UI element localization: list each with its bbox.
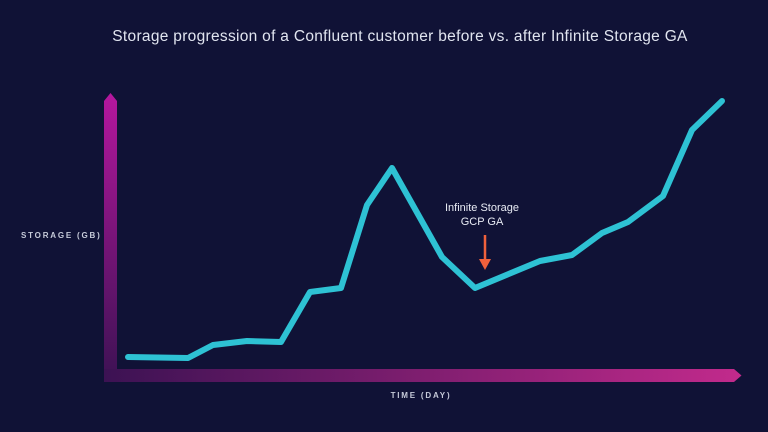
annotation-arrow-icon [479, 235, 491, 270]
storage-line [125, 98, 725, 361]
annotation-arrow-head [479, 259, 491, 270]
chart-title: Storage progression of a Confluent custo… [112, 28, 688, 45]
y-axis-bar [104, 93, 117, 382]
x-axis-label: TIME (DAY) [390, 391, 452, 400]
annotation-line1: Infinite Storage [445, 202, 519, 214]
y-axis-label: STORAGE (GB) [21, 231, 102, 240]
x-axis-bar [104, 369, 742, 382]
annotation: Infinite Storage GCP GA [445, 201, 519, 229]
annotation-line2: GCP GA [460, 216, 504, 228]
